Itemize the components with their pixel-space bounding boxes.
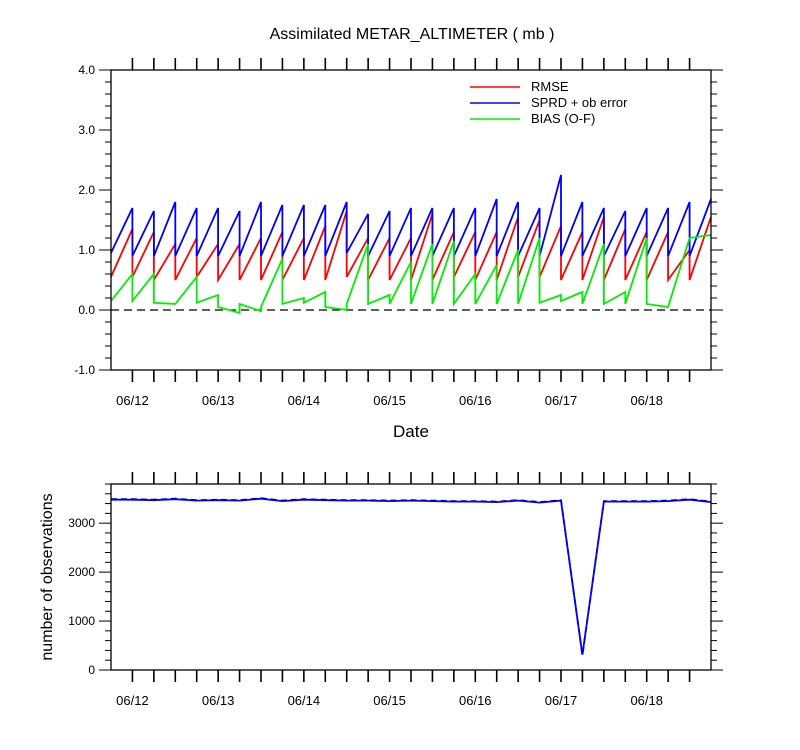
y-axis-label-observations: number of observations (39, 493, 56, 660)
x-tick-label: 06/17 (545, 393, 578, 408)
x-axis-label: Date (393, 422, 429, 441)
x-tick-label: 06/12 (116, 693, 149, 708)
x-tick-label: 06/15 (373, 693, 406, 708)
plot-frame-observations (110, 483, 712, 671)
x-tick-label: 06/13 (202, 393, 235, 408)
x-axis: 06/12 06/13 06/14 06/15 06/16 06/17 06/18 (116, 58, 691, 408)
x-tick-label: 06/12 (116, 393, 149, 408)
series-line-bias-o-f (110, 234, 712, 315)
y-tick-label: 2.0 (78, 183, 95, 197)
y-tick-label: 2000 (68, 565, 95, 579)
y-axis-observations: 0 1000 2000 3000 (68, 483, 723, 677)
rmse-spread-bias-chart: Assimilated METAR_ALTIMETER ( mb ) -1.0 0… (74, 26, 723, 441)
x-tick-label: 06/14 (288, 693, 321, 708)
y-tick-label: 1000 (68, 614, 95, 628)
y-tick-label: 1.0 (78, 243, 95, 257)
plot-area (110, 174, 712, 315)
x-tick-label: 06/17 (545, 693, 578, 708)
x-tick-label: 06/18 (630, 693, 663, 708)
legend: RMSE SPRD + ob error BIAS (O-F) (470, 79, 628, 126)
legend-label-sprd: SPRD + ob error (531, 95, 628, 110)
y-axis: -1.0 0.0 1.0 2.0 3.0 4.0 (74, 63, 723, 377)
x-tick-label: 06/13 (202, 693, 235, 708)
x-tick-label: 06/16 (459, 693, 492, 708)
x-tick-label: 06/15 (373, 393, 406, 408)
y-tick-label: -1.0 (74, 363, 95, 377)
series-line-obs-0 (111, 497, 712, 656)
y-tick-label: 3.0 (78, 123, 95, 137)
legend-label-rmse: RMSE (531, 79, 569, 94)
x-tick-label: 06/14 (288, 393, 321, 408)
series-line-sprd-ob-error (110, 174, 712, 257)
chart-title: Assimilated METAR_ALTIMETER ( mb ) (270, 26, 555, 43)
x-tick-label: 06/18 (630, 393, 663, 408)
y-tick-label: 4.0 (78, 63, 95, 77)
series-line-obs-1 (111, 497, 712, 655)
y-tick-label: 3000 (68, 516, 95, 530)
y-tick-label: 0 (88, 663, 95, 677)
legend-label-bias: BIAS (O-F) (531, 111, 595, 126)
x-axis-observations: 06/12 06/13 06/14 06/15 06/16 06/17 06/18 (116, 472, 691, 708)
plot-area-observations (111, 497, 712, 656)
y-tick-label: 0.0 (78, 303, 95, 317)
x-tick-label: 06/16 (459, 393, 492, 408)
